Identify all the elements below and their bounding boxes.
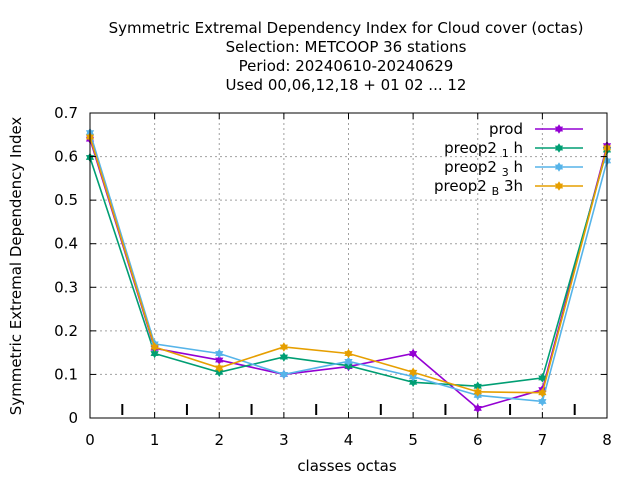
- data-point: [279, 369, 288, 380]
- data-point: [538, 373, 547, 383]
- y-axis-label: Symmetric Extremal Dependency Index: [7, 117, 25, 416]
- data-point: [215, 348, 224, 359]
- x-tick-label: 5: [408, 431, 418, 449]
- x-tick-label: 2: [214, 431, 224, 449]
- legend-item: preop2 3 h: [444, 158, 583, 179]
- legend-suffix: 3h: [499, 177, 523, 195]
- y-axis: 0 0.1 0.2 0.3 0.4 0.5 0.6 0.7: [54, 104, 607, 427]
- y-tick-label: 0.6: [54, 148, 78, 166]
- legend-suffix: h: [509, 158, 523, 176]
- legend-marker: [554, 181, 564, 191]
- title-line-4: Used 00,06,12,18 + 01 02 ... 12: [226, 76, 467, 94]
- data-point: [344, 356, 353, 367]
- legend-label: preop2 3 h: [444, 158, 523, 179]
- legend-subscript: 1: [502, 147, 509, 160]
- x-tick-label: 8: [602, 431, 612, 449]
- series-3: [85, 132, 612, 398]
- x-tick-label: 4: [344, 431, 354, 449]
- data-point: [344, 348, 353, 359]
- legend-marker: [554, 143, 564, 153]
- legend-subscript: B: [492, 185, 500, 198]
- x-tick-label: 6: [473, 431, 483, 449]
- x-axis-label: classes octas: [297, 457, 397, 475]
- y-tick-label: 0.7: [54, 104, 78, 122]
- grid: [90, 113, 607, 418]
- x-tick-label: 7: [538, 431, 548, 449]
- y-tick-label: 0: [68, 409, 78, 427]
- data-point: [215, 363, 224, 373]
- series-2: [85, 127, 612, 407]
- legend-item: preop2 1 h: [444, 139, 583, 160]
- data-point: [473, 387, 482, 397]
- x-axis: 0 1 2 3 4 5 6 7 8: [85, 113, 612, 449]
- y-tick-label: 0.5: [54, 191, 78, 209]
- minor-tick-markers: [121, 404, 576, 415]
- data-point: [279, 342, 288, 352]
- legend-series-name: preop2: [444, 139, 497, 157]
- legend-marker: [554, 124, 564, 134]
- x-tick-label: 0: [85, 431, 95, 449]
- y-tick-label: 0.4: [54, 235, 78, 253]
- legend-item: prod: [489, 120, 583, 138]
- data-point: [409, 377, 418, 388]
- legend-label: preop2 B 3h: [434, 177, 523, 198]
- legend-series-name: preop2: [444, 158, 497, 176]
- legend-marker: [554, 162, 564, 172]
- legend-series-name: preop2: [434, 177, 487, 195]
- x-tick-label: 1: [150, 431, 160, 449]
- data-point: [409, 348, 418, 359]
- data-point: [538, 396, 547, 407]
- data-point: [150, 348, 159, 359]
- data-point: [150, 342, 159, 352]
- legend-suffix: h: [509, 139, 523, 157]
- chart-title: Symmetric Extremal Dependency Index for …: [109, 19, 584, 94]
- x-tick-label: 3: [279, 431, 289, 449]
- legend-label: prod: [489, 120, 523, 138]
- data-point: [409, 367, 418, 378]
- data-point: [279, 352, 288, 362]
- y-tick-label: 0.2: [54, 322, 78, 340]
- y-tick-label: 0.3: [54, 278, 78, 296]
- legend-label: preop2 1 h: [444, 139, 523, 160]
- title-line-3: Period: 20240610-20240629: [239, 57, 454, 75]
- legend-series-name: prod: [489, 120, 523, 138]
- y-tick-label: 0.1: [54, 365, 78, 383]
- legend-subscript: 3: [502, 166, 509, 179]
- title-line-2: Selection: METCOOP 36 stations: [226, 38, 467, 56]
- legend-item: preop2 B 3h: [434, 177, 583, 198]
- series-group: [85, 127, 612, 414]
- data-point: [538, 387, 547, 398]
- title-line-1: Symmetric Extremal Dependency Index for …: [109, 19, 584, 37]
